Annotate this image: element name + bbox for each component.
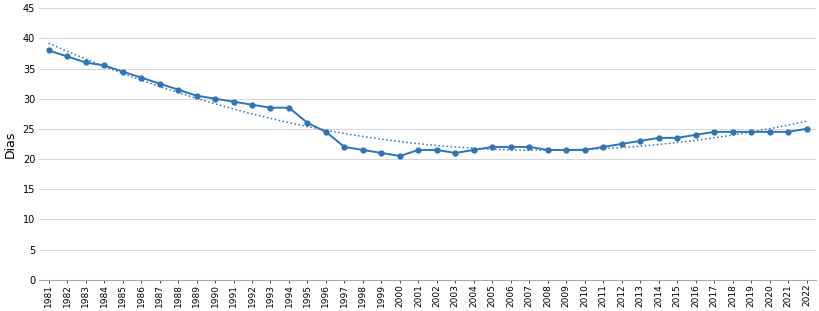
Y-axis label: Dias: Dias xyxy=(4,130,17,158)
